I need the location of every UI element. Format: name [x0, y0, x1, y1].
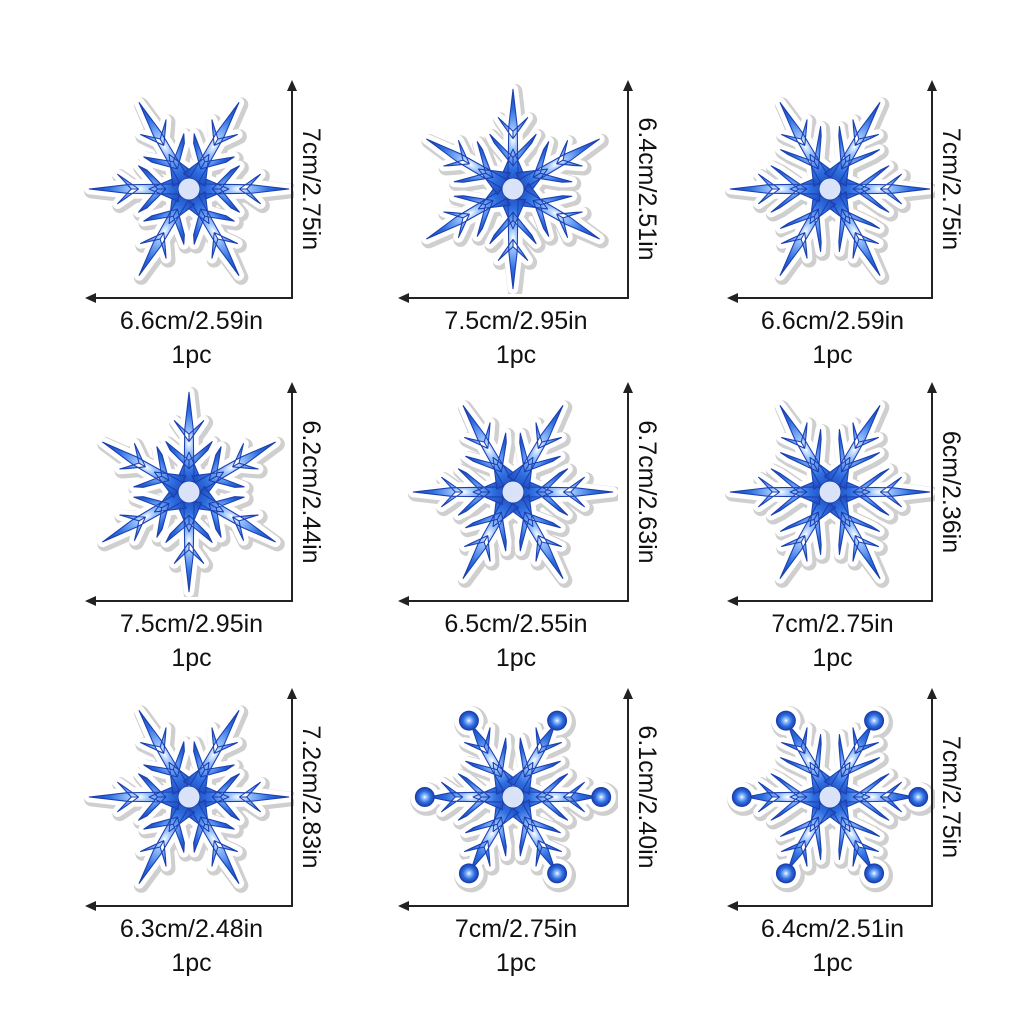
quantity-label: 1pc	[812, 949, 853, 977]
arrow-up-icon	[927, 80, 937, 91]
width-label: 7.5cm/2.95in	[444, 307, 588, 335]
height-dimension-line	[931, 84, 933, 299]
arrow-up-icon	[287, 688, 297, 699]
snowflake-icon	[408, 692, 621, 902]
arrow-up-icon	[287, 80, 297, 91]
width-label: 7.5cm/2.95in	[119, 610, 264, 638]
snowflake-icon	[83, 84, 298, 294]
quantity-label: 1pc	[812, 341, 853, 369]
quantity-label: 1pc	[495, 949, 537, 977]
height-label: 6cm/2.36in	[937, 430, 965, 553]
height-label: 7cm/2.75in	[937, 127, 965, 251]
height-dimension-line	[931, 386, 933, 602]
height-label: 6.4cm/2.51in	[633, 117, 661, 261]
height-label: 6.7cm/2.63in	[633, 419, 661, 564]
height-dimension-line	[931, 692, 933, 907]
arrow-up-icon	[623, 80, 633, 91]
quantity-label: 1pc	[812, 644, 853, 672]
arrow-left-icon	[398, 596, 409, 606]
width-label: 6.5cm/2.55in	[444, 610, 588, 638]
arrow-left-icon	[727, 293, 738, 303]
arrow-up-icon	[623, 382, 633, 393]
width-label: 6.3cm/2.48in	[119, 915, 264, 943]
height-label: 7.2cm/2.83in	[297, 725, 325, 869]
snowflake-icon	[83, 692, 298, 902]
height-label: 6.2cm/2.44in	[297, 419, 325, 564]
width-dimension-line	[731, 297, 933, 299]
arrow-up-icon	[927, 382, 937, 393]
arrow-left-icon	[85, 596, 96, 606]
arrow-left-icon	[398, 901, 409, 911]
quantity-label: 1pc	[495, 341, 537, 369]
width-label: 6.6cm/2.59in	[760, 307, 905, 335]
width-dimension-line	[89, 297, 293, 299]
width-label: 6.4cm/2.51in	[760, 915, 905, 943]
arrow-left-icon	[85, 293, 96, 303]
width-dimension-line	[89, 600, 293, 602]
width-dimension-line	[89, 905, 293, 907]
snowflake-icon	[724, 387, 939, 597]
width-label: 7cm/2.75in	[454, 915, 578, 943]
width-dimension-line	[731, 905, 933, 907]
height-label: 6.1cm/2.40in	[633, 725, 661, 869]
quantity-label: 1pc	[171, 341, 212, 369]
arrow-up-icon	[927, 688, 937, 699]
arrow-left-icon	[398, 293, 409, 303]
height-dimension-line	[627, 84, 629, 299]
height-dimension-line	[627, 386, 629, 602]
arrow-up-icon	[623, 688, 633, 699]
width-dimension-line	[402, 297, 629, 299]
arrow-up-icon	[287, 382, 297, 393]
height-dimension-line	[291, 84, 293, 299]
snowflake-icon	[84, 386, 294, 601]
snowflake-icon	[408, 84, 618, 299]
height-dimension-line	[291, 692, 293, 907]
width-dimension-line	[402, 600, 629, 602]
height-label: 7cm/2.75in	[297, 127, 325, 251]
width-dimension-line	[731, 600, 933, 602]
height-label: 7cm/2.75in	[937, 735, 965, 859]
arrow-left-icon	[727, 901, 738, 911]
snowflake-icon	[725, 692, 937, 902]
quantity-label: 1pc	[171, 949, 212, 977]
width-label: 6.6cm/2.59in	[119, 307, 264, 335]
snowflake-icon	[724, 84, 939, 294]
quantity-label: 1pc	[495, 644, 537, 672]
width-label: 7cm/2.75in	[771, 610, 894, 638]
height-dimension-line	[291, 386, 293, 602]
snowflake-icon	[408, 387, 623, 597]
arrow-left-icon	[85, 901, 96, 911]
width-dimension-line	[402, 905, 629, 907]
height-dimension-line	[627, 692, 629, 907]
quantity-label: 1pc	[171, 644, 212, 672]
arrow-left-icon	[727, 596, 738, 606]
